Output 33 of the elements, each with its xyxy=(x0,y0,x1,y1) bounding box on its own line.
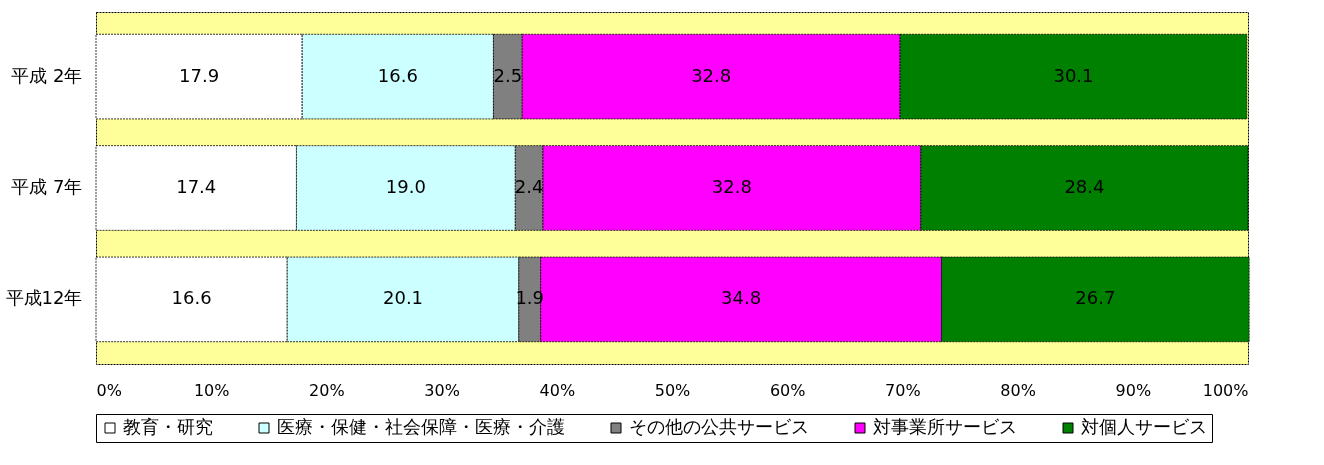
legend-label: 教育・研究 xyxy=(123,416,213,437)
data-label: 28.4 xyxy=(1064,176,1105,197)
y-tick-label: 平成 7年 xyxy=(11,176,83,197)
data-label: 30.1 xyxy=(1053,64,1094,86)
x-tick-label: 10% xyxy=(193,380,230,400)
legend-label: 対個人サービス xyxy=(1081,416,1207,437)
x-tick-label: 40% xyxy=(539,380,576,400)
data-label: 34.8 xyxy=(721,287,762,309)
x-tick-label: 70% xyxy=(885,380,921,400)
data-label: 2.4 xyxy=(514,176,544,197)
x-tick-label: 30% xyxy=(424,380,460,400)
data-label: 32.8 xyxy=(691,64,732,86)
x-tick-label: 0% xyxy=(96,380,122,400)
x-tick-label: 50% xyxy=(654,380,691,400)
legend-label: 対事業所サービス xyxy=(873,416,1017,437)
y-tick-label: 平成 2年 xyxy=(11,64,83,86)
data-label: 16.6 xyxy=(171,287,212,309)
data-label: 17.9 xyxy=(179,64,220,86)
y-tick-label: 平成12年 xyxy=(5,287,83,309)
legend-label: 医療・保健・社会保障・医療・介護 xyxy=(277,416,565,437)
x-tick-label: 20% xyxy=(309,380,345,400)
data-label: 17.4 xyxy=(176,176,217,197)
x-tick-label: 80% xyxy=(1000,380,1036,400)
data-label: 26.7 xyxy=(1075,287,1116,309)
data-label: 20.1 xyxy=(382,287,424,309)
data-label: 16.6 xyxy=(377,64,418,86)
x-tick-label: 60% xyxy=(769,380,806,400)
data-label: 2.5 xyxy=(493,64,523,86)
data-label: 19.0 xyxy=(385,176,426,197)
data-label: 32.8 xyxy=(711,176,752,197)
x-tick-label: 100% xyxy=(1202,380,1249,400)
x-tick-label: 90% xyxy=(1115,380,1152,400)
legend-label: その他の公共サービス xyxy=(629,416,809,437)
